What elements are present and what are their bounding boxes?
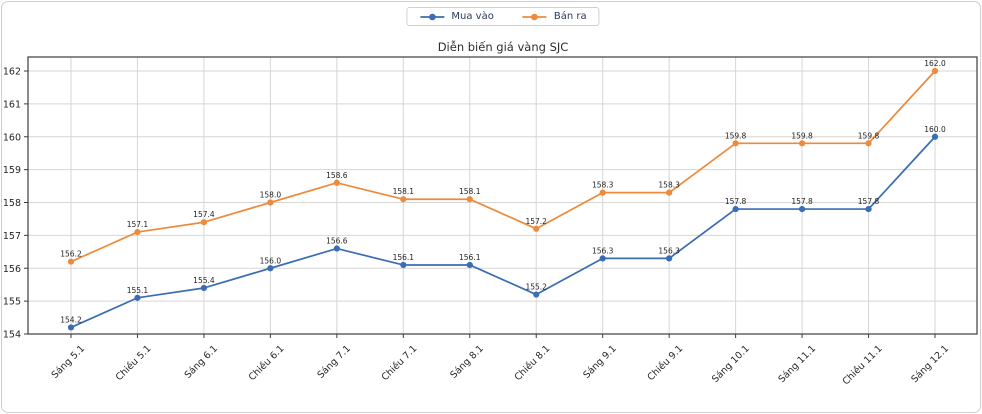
data-point-label: 156.1 (459, 253, 481, 262)
series-line (70, 136, 936, 329)
y-tick-label: 155 (3, 297, 21, 308)
x-tick-label: Sáng 12.1 (909, 343, 951, 385)
plot-border (27, 56, 978, 335)
x-tick-label: Chiều 8.1 (513, 343, 553, 383)
data-point-label: 155.4 (193, 276, 215, 285)
x-tick-label: Sáng 9.1 (581, 343, 618, 380)
data-point-label: 158.1 (459, 187, 481, 196)
data-point-label: 158.3 (658, 181, 680, 190)
data-point (400, 196, 407, 203)
x-tick-label: Sáng 8.1 (448, 343, 485, 380)
data-point (333, 179, 340, 186)
legend-label: Mua vào (451, 11, 494, 22)
data-point (67, 258, 75, 265)
legend: Mua vào Bán ra (406, 7, 600, 26)
data-point-label: 156.3 (592, 246, 614, 255)
x-tick-label: Sáng 10.1 (710, 343, 752, 385)
y-tick-label: 161 (3, 99, 21, 110)
data-point (200, 284, 208, 292)
data-point-label: 157.1 (127, 220, 149, 229)
data-point-label: 159.8 (858, 131, 880, 140)
data-point (67, 324, 75, 331)
data-point (798, 140, 806, 147)
data-point (931, 67, 939, 75)
data-point-label: 157.8 (725, 197, 747, 206)
data-point (400, 261, 407, 269)
data-point (200, 219, 208, 226)
y-tick-label: 159 (3, 165, 21, 176)
line-marker-icon (522, 13, 547, 20)
x-tick-label: Chiều 6.1 (247, 343, 287, 383)
x-tick-label: Chiều 5.1 (114, 343, 154, 383)
line-marker-icon (420, 13, 445, 20)
legend-item-ban-ra[interactable]: Bán ra (522, 11, 587, 22)
data-point-label: 159.8 (725, 131, 747, 140)
data-point (466, 196, 473, 203)
y-tick-label: 154 (3, 330, 21, 341)
y-tick-label: 160 (3, 132, 21, 143)
y-tick-label: 157 (3, 231, 21, 242)
data-point-label: 156.2 (60, 250, 82, 259)
data-point (865, 205, 872, 213)
data-point-label: 157.8 (791, 197, 813, 206)
data-point-label: 160.0 (924, 125, 946, 134)
data-point-label: 156.6 (326, 237, 348, 246)
x-tick-label: Chiều 7.1 (380, 343, 420, 383)
series-1: 156.2 157.1 157.4 158.0 158.6 158.1 158.1 157.2… (60, 59, 946, 265)
y-tick-label: 158 (3, 198, 21, 209)
data-point (533, 291, 540, 298)
data-point-label: 156.3 (658, 246, 680, 255)
data-point-label: 159.8 (791, 131, 813, 140)
data-point (533, 225, 540, 232)
data-point-label: 158.0 (260, 191, 282, 200)
data-point (732, 140, 739, 147)
data-point-label: 154.2 (60, 315, 82, 324)
data-point-label: 157.8 (858, 197, 880, 206)
data-point (599, 255, 606, 262)
x-tick-label: Sáng 7.1 (315, 343, 352, 380)
data-point (267, 199, 274, 206)
data-point (666, 189, 673, 196)
x-tick-label: Chiều 9.1 (645, 343, 685, 383)
data-point (732, 205, 739, 213)
data-point-label: 162.0 (924, 59, 946, 68)
data-point (931, 133, 939, 140)
data-point-label: 156.1 (393, 253, 415, 262)
y-tick-label: 156 (3, 264, 21, 275)
data-point-label: 158.3 (592, 181, 614, 190)
y-tick-label: 162 (3, 67, 21, 78)
data-point (666, 255, 673, 262)
data-point-label: 158.1 (393, 187, 415, 196)
data-point (865, 140, 872, 147)
data-point-label: 156.0 (260, 256, 282, 265)
x-tick-label: Sáng 11.1 (776, 343, 818, 385)
data-point-label: 157.4 (193, 210, 215, 219)
data-point (798, 205, 806, 213)
data-point-label: 157.2 (525, 217, 547, 226)
chart-title: Diễn biến giá vàng SJC (437, 40, 569, 54)
data-point (466, 261, 473, 269)
x-tick-label: Sáng 6.1 (183, 343, 220, 380)
x-tick-label: Sáng 5.1 (50, 343, 87, 380)
legend-label: Bán ra (553, 11, 587, 22)
legend-item-mua-vao[interactable]: Mua vào (419, 11, 494, 22)
data-point (333, 245, 340, 252)
series-0: 154.2 155.1 155.4 156.0 156.6 156.1 156.1 155.2… (60, 125, 946, 331)
data-point (267, 265, 274, 272)
series-line (70, 70, 936, 263)
x-tick-label: Chiều 11.1 (841, 343, 885, 387)
data-point (134, 294, 141, 301)
data-point-label: 158.6 (326, 171, 348, 180)
data-point (134, 228, 141, 236)
data-point-label: 155.1 (127, 286, 149, 295)
data-point-label: 155.2 (525, 283, 547, 292)
data-point (599, 189, 606, 196)
